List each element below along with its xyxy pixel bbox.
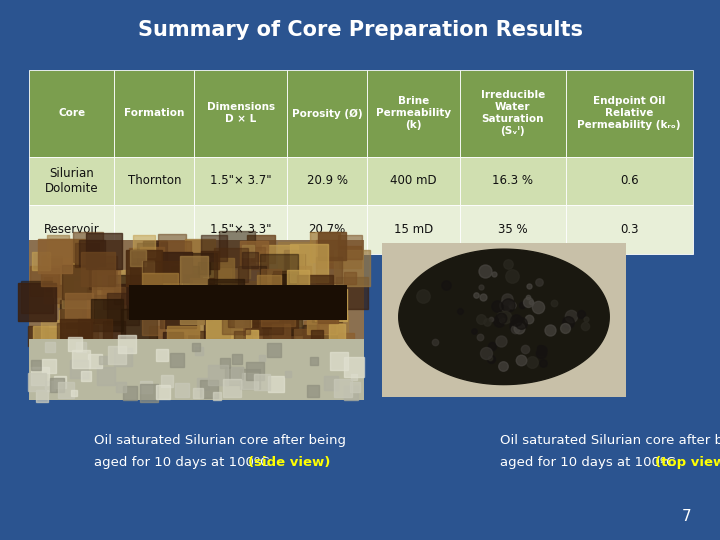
Text: Dimensions
D × L: Dimensions D × L <box>207 103 275 124</box>
Text: 20.7%: 20.7% <box>309 223 346 236</box>
Text: Thornton: Thornton <box>127 174 181 187</box>
Text: 15 mD: 15 mD <box>394 223 433 236</box>
Text: 0.3: 0.3 <box>620 223 639 236</box>
FancyBboxPatch shape <box>566 70 693 157</box>
Polygon shape <box>399 249 609 384</box>
Text: Summary of Core Preparation Results: Summary of Core Preparation Results <box>138 19 582 40</box>
Text: 400 mD: 400 mD <box>390 174 437 187</box>
Text: 16.3 %: 16.3 % <box>492 174 534 187</box>
FancyBboxPatch shape <box>114 157 194 205</box>
Text: 20.9 %: 20.9 % <box>307 174 348 187</box>
FancyBboxPatch shape <box>287 205 367 254</box>
Text: (side view): (side view) <box>248 456 330 469</box>
Text: Endpoint Oil
Relative
Permeability (kᵣₒ): Endpoint Oil Relative Permeability (kᵣₒ) <box>577 97 681 130</box>
FancyBboxPatch shape <box>114 70 194 157</box>
FancyBboxPatch shape <box>367 70 460 157</box>
Text: Silurian
Dolomite: Silurian Dolomite <box>45 167 99 195</box>
Text: Core: Core <box>58 109 85 118</box>
Text: Irreducible
Water
Saturation
(Sᵥᴵ): Irreducible Water Saturation (Sᵥᴵ) <box>481 90 545 137</box>
Text: Formation: Formation <box>125 109 184 118</box>
Text: Oil saturated Silurian core after being: Oil saturated Silurian core after being <box>94 434 346 447</box>
FancyBboxPatch shape <box>29 157 114 205</box>
FancyBboxPatch shape <box>367 157 460 205</box>
Text: 1.5"× 3.3": 1.5"× 3.3" <box>210 223 271 236</box>
Text: 7: 7 <box>682 509 691 524</box>
FancyBboxPatch shape <box>194 205 287 254</box>
Text: Brine
Permeability
(k): Brine Permeability (k) <box>376 97 451 130</box>
FancyBboxPatch shape <box>287 70 367 157</box>
FancyBboxPatch shape <box>460 70 566 157</box>
Bar <box>130 285 347 320</box>
FancyBboxPatch shape <box>367 205 460 254</box>
Text: aged for 10 days at 100ºC: aged for 10 days at 100ºC <box>500 456 680 469</box>
Text: Oil saturated Silurian core after being: Oil saturated Silurian core after being <box>500 434 720 447</box>
Text: Reservoir: Reservoir <box>44 223 99 236</box>
Bar <box>29 240 364 400</box>
Text: Porosity (Ø): Porosity (Ø) <box>292 109 362 118</box>
FancyBboxPatch shape <box>287 157 367 205</box>
Text: 0.6: 0.6 <box>620 174 639 187</box>
FancyBboxPatch shape <box>566 157 693 205</box>
Text: 35 %: 35 % <box>498 223 528 236</box>
Text: aged for 10 days at 100ºC: aged for 10 days at 100ºC <box>94 456 273 469</box>
FancyBboxPatch shape <box>114 205 194 254</box>
FancyBboxPatch shape <box>194 70 287 157</box>
Bar <box>382 243 626 397</box>
Text: 1.5"× 3.7": 1.5"× 3.7" <box>210 174 271 187</box>
FancyBboxPatch shape <box>29 205 114 254</box>
FancyBboxPatch shape <box>460 157 566 205</box>
FancyBboxPatch shape <box>29 70 114 157</box>
Text: (top view): (top view) <box>655 456 720 469</box>
FancyBboxPatch shape <box>194 157 287 205</box>
Bar <box>29 339 364 400</box>
FancyBboxPatch shape <box>460 205 566 254</box>
FancyBboxPatch shape <box>566 205 693 254</box>
